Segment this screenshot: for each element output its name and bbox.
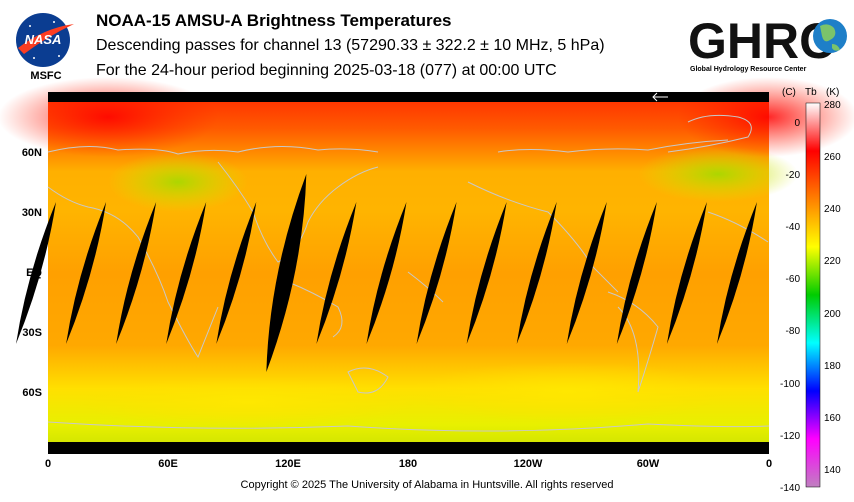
page-title: NOAA-15 AMSU-A Brightness Temperatures (96, 11, 452, 30)
swath-gap (466, 202, 507, 344)
colorbar-kelvin-tick: 140 (824, 465, 841, 477)
colorbar-celsius-tick: 0 (794, 117, 800, 129)
channel-subtitle: Descending passes for channel 13 (57290.… (96, 37, 605, 54)
ghrc-caption: Global Hydrology Resource Center (690, 66, 807, 73)
brightness-temperature-map (0, 77, 854, 454)
colorbar-kelvin-tick: 220 (824, 256, 841, 268)
swath-gap (66, 202, 107, 344)
lat-label-30n: 30N (21, 207, 42, 219)
swath-gap (366, 202, 407, 344)
ghrc-wordmark: GHRC (688, 13, 835, 69)
colorbar-unit-kelvin: (K) (826, 87, 840, 98)
swath-gap (416, 202, 457, 344)
colorbar-celsius-tick: -140 (779, 483, 800, 495)
lon-label-60w: 60W (636, 458, 660, 470)
colorbar-celsius-tick: -120 (779, 430, 800, 442)
colorbar-unit-celsius: (C) (782, 87, 796, 98)
copyright-notice: Copyright © 2025 The University of Alaba… (240, 479, 614, 491)
swath-gap (16, 202, 56, 344)
colorbar-celsius-tick: -40 (785, 221, 800, 233)
colorbar-celsius-tick: -80 (785, 326, 800, 338)
lon-label-120w: 120W (513, 458, 543, 470)
colorbar-celsius-tick: -100 (779, 378, 800, 390)
map-bottom-nodata (48, 442, 769, 454)
msfc-caption: MSFC (30, 70, 62, 82)
coastlines (47, 114, 770, 432)
pass-direction-arrow-icon (652, 92, 668, 102)
colorbar (805, 102, 821, 488)
lat-label-60s: 60S (22, 387, 42, 399)
swath-gap (266, 174, 307, 372)
swath-gap (216, 202, 257, 344)
swath-gap (516, 202, 557, 344)
lon-label-0-west: 0 (44, 458, 52, 470)
colorbar-kelvin-tick: 260 (824, 151, 841, 163)
colorbar-celsius-tick: -60 (785, 274, 800, 286)
colorbar-unit-tb: Tb (805, 87, 817, 98)
swath-gap (166, 202, 207, 344)
ghrc-globe-icon: GHRC (688, 13, 847, 69)
swath-gap (116, 202, 157, 344)
colorbar-kelvin-tick: 200 (824, 308, 841, 320)
lon-label-120e: 120E (275, 458, 301, 470)
map-top-nodata (48, 92, 769, 102)
colorbar-kelvin-tick: 160 (824, 413, 841, 425)
lat-label-30s: 30S (22, 327, 42, 339)
nasa-wordmark: NASA (25, 32, 62, 47)
swath-gap (316, 202, 357, 344)
swath-gap (716, 202, 757, 344)
colorbar-kelvin-tick: 240 (824, 204, 841, 216)
nasa-meatball-icon: NASA (16, 13, 74, 67)
lat-label-60n: 60N (21, 147, 42, 159)
lon-label-180: 180 (398, 458, 418, 470)
swath-gap (616, 202, 657, 344)
swath-gaps (16, 174, 757, 372)
colorbar-kelvin-tick: 280 (824, 99, 841, 111)
lat-label-eq: EQ (26, 267, 42, 279)
colorbar-celsius-tick: -20 (785, 169, 800, 181)
period-subtitle: For the 24-hour period beginning 2025-03… (96, 62, 557, 79)
lon-label-60e: 60E (158, 458, 178, 470)
swath-gap (666, 202, 707, 344)
swath-gap (566, 202, 607, 344)
colorbar-kelvin-tick: 180 (824, 360, 841, 372)
lon-label-0-east: 0 (765, 458, 773, 470)
